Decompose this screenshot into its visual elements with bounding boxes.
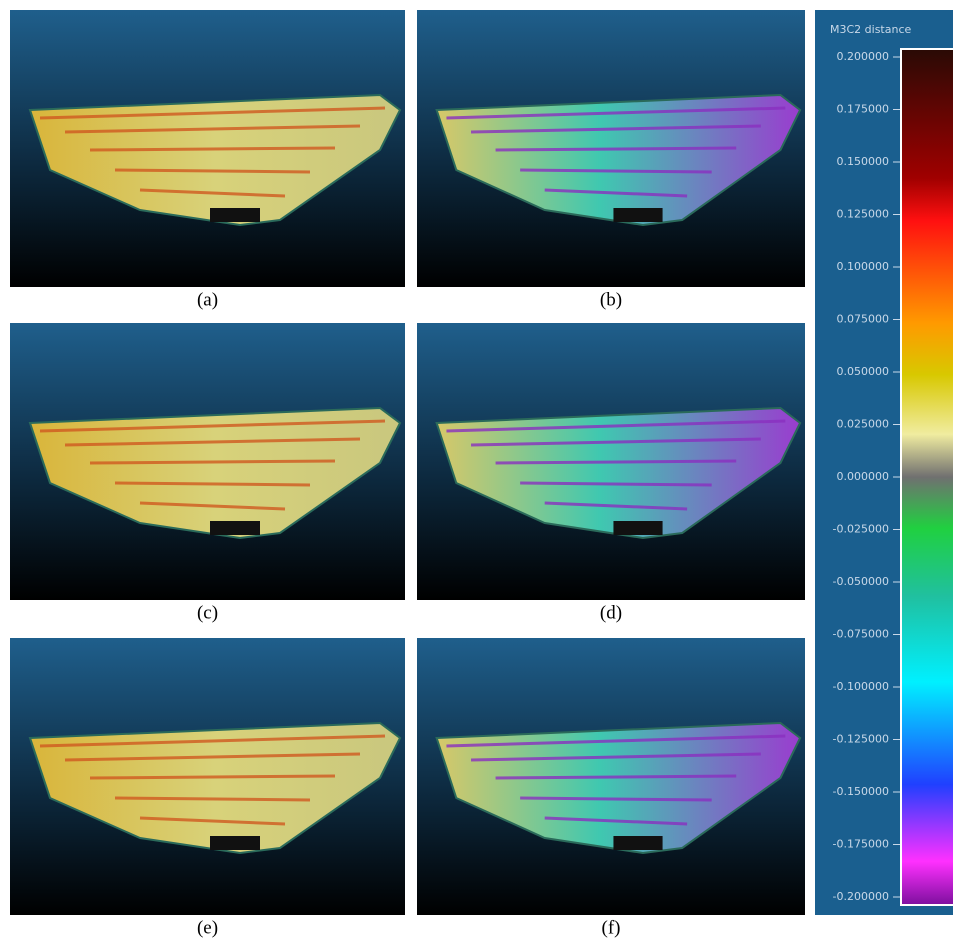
shadow <box>210 836 260 850</box>
tick-label: -0.050000 <box>833 575 889 588</box>
terrace-edge <box>520 798 712 800</box>
tick-label: 0.000000 <box>837 470 890 483</box>
panel-label: (e) <box>197 917 218 938</box>
colorbar <box>902 50 953 904</box>
tick-label: -0.075000 <box>833 628 889 641</box>
panel-label: (c) <box>197 602 218 623</box>
tick-label: -0.125000 <box>833 733 889 746</box>
shadow <box>210 521 260 535</box>
tick-label: -0.025000 <box>833 523 889 536</box>
shadow <box>613 836 662 850</box>
terrace-edge <box>496 776 737 778</box>
tick-label: -0.150000 <box>833 785 889 798</box>
terrace-edge <box>520 483 712 485</box>
terrace-edge <box>115 170 310 172</box>
tick-label: 0.175000 <box>837 103 890 116</box>
shadow <box>210 208 260 222</box>
tick-label: 0.050000 <box>837 365 890 378</box>
panel-label: (b) <box>600 289 622 310</box>
tick-label: -0.100000 <box>833 680 889 693</box>
panels: (a) (b) (c) (d) (e) (f) <box>10 10 805 938</box>
tick-label: -0.200000 <box>833 890 889 903</box>
tick-label: 0.100000 <box>837 260 890 273</box>
terrace-edge <box>115 483 310 485</box>
tick-label: 0.075000 <box>837 313 890 326</box>
tick-label: 0.200000 <box>837 50 890 63</box>
panel-label: (f) <box>602 917 621 938</box>
panel-label: (a) <box>197 289 218 310</box>
terrace-edge <box>90 148 335 150</box>
tick-label: -0.175000 <box>833 838 889 851</box>
terrace-edge <box>520 170 712 172</box>
tick-label: 0.150000 <box>837 155 890 168</box>
shadow <box>613 208 662 222</box>
terrace-edge <box>90 461 335 463</box>
panel-label: (d) <box>600 602 622 623</box>
terrace-edge <box>496 148 737 150</box>
tick-label: 0.125000 <box>837 208 890 221</box>
figure: (a) (b) (c) (d) (e) (f) M3C2 distance 0.20000… <box>0 0 953 947</box>
shadow <box>613 521 662 535</box>
terrace-edge <box>90 776 335 778</box>
terrace-edge <box>115 798 310 800</box>
colorbar-title: M3C2 distance <box>830 23 912 36</box>
tick-label: 0.025000 <box>837 418 890 431</box>
terrace-edge <box>496 461 737 463</box>
